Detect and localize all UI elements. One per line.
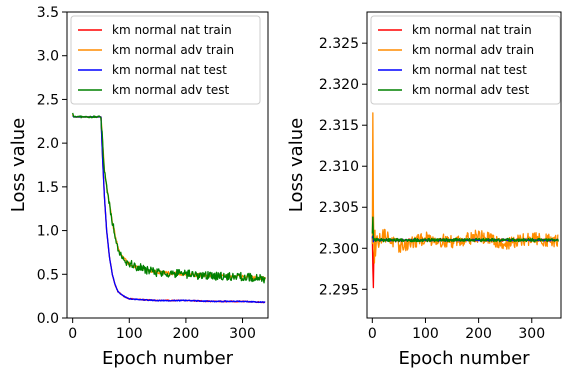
x-axis-label: Epoch number <box>102 348 234 369</box>
y-tick-label: 0.0 <box>37 311 59 327</box>
legend-label: km normal adv test <box>412 83 530 97</box>
y-tick-label: 2.295 <box>319 282 359 298</box>
x-tick-label: 0 <box>68 326 77 342</box>
y-axis-label: Loss value <box>286 118 307 212</box>
y-tick-label: 2.0 <box>37 136 59 152</box>
y-tick-label: 2.305 <box>319 200 359 216</box>
y-tick-label: 3.0 <box>37 49 59 65</box>
chart-panel-2: 0 100 200 300 2.295 2.300 2.305 2.310 2.315 2.320… <box>286 11 562 369</box>
series-line-km-normal-adv-test <box>371 216 559 243</box>
legend-label: km normal nat train <box>112 23 232 37</box>
x-tick-label: 100 <box>116 326 143 342</box>
x-tick-label: 200 <box>465 326 492 342</box>
y-tick-label: 2.300 <box>319 241 359 257</box>
y-tick-label: 3.5 <box>37 5 59 21</box>
chart-panel-1: 0 100 200 300 0.0 0.5 1.0 1.5 2.0 2.5 3.0 3.5 Epoch … <box>8 5 269 369</box>
legend-box <box>70 15 261 105</box>
x-tick-label: 0 <box>368 326 377 342</box>
series-line-km-normal-nat-train <box>371 235 559 289</box>
y-tick-label: 1.0 <box>37 224 59 240</box>
y-axis-label: Loss value <box>8 118 29 212</box>
y-tick-label: 2.310 <box>319 159 359 175</box>
x-axis-label: Epoch number <box>398 348 530 369</box>
y-tick-label: 2.315 <box>319 118 359 134</box>
x-tick-label: 300 <box>229 326 256 342</box>
y-tick-label: 1.5 <box>37 180 59 196</box>
y-tick-label: 2.5 <box>37 92 59 108</box>
legend-label: km normal nat test <box>112 63 227 77</box>
legend-label: km normal adv train <box>112 43 234 57</box>
legend-label: km normal adv test <box>112 83 230 97</box>
y-tick-label: 2.325 <box>319 36 359 52</box>
plot-frame <box>366 11 562 319</box>
y-tick-label: 2.320 <box>319 77 359 93</box>
x-tick-label: 100 <box>412 326 439 342</box>
series-line-km-normal-adv-test <box>72 112 266 284</box>
series-line-km-normal-nat-test <box>72 115 266 304</box>
x-tick-label: 200 <box>173 326 200 342</box>
legend-label: km normal nat train <box>412 23 532 37</box>
legend-box <box>370 15 561 105</box>
legend-label: km normal nat test <box>412 63 527 77</box>
plot-frame <box>66 11 269 319</box>
legend-label: km normal adv train <box>412 43 534 57</box>
x-tick-label: 300 <box>518 326 545 342</box>
y-tick-label: 0.5 <box>37 267 59 283</box>
